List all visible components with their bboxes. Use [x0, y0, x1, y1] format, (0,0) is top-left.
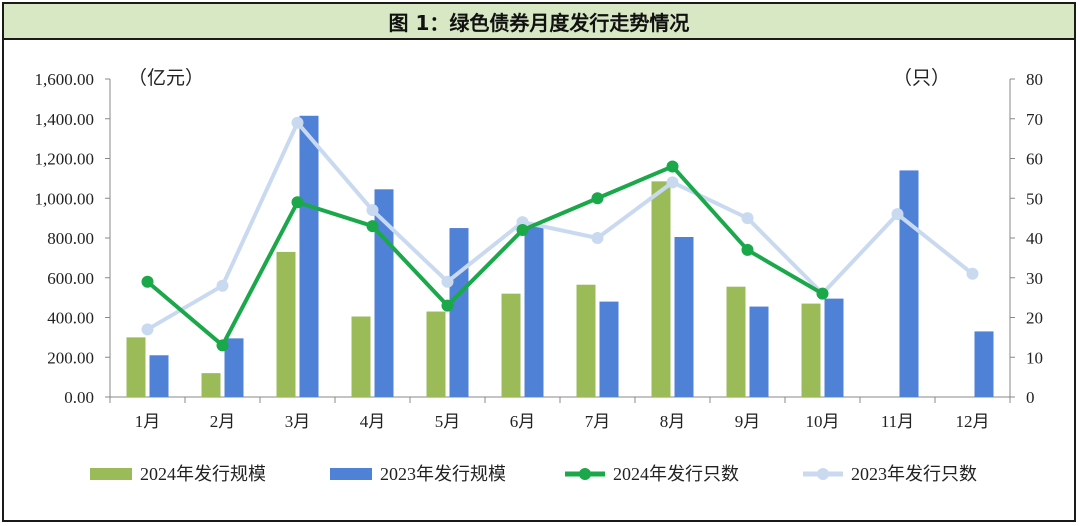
point-2024 — [816, 287, 829, 300]
bar-2024 — [201, 373, 221, 397]
bar-2024 — [351, 316, 371, 397]
point-2024 — [141, 275, 154, 288]
y-right-tick-label: 30 — [1026, 269, 1043, 288]
point-2024 — [441, 299, 454, 312]
point-2023 — [741, 212, 754, 225]
legend-label: 2024年发行规模 — [140, 464, 266, 484]
bar-2024 — [501, 293, 521, 397]
point-2024 — [366, 220, 379, 233]
point-2024 — [291, 196, 304, 209]
legend-swatch-bar — [90, 468, 132, 480]
y-left-tick-label: 200.00 — [47, 348, 94, 367]
x-tick-label: 9月 — [735, 412, 761, 431]
legend-swatch-bar — [330, 468, 372, 480]
bar-2023 — [299, 115, 319, 398]
point-2023 — [591, 232, 604, 244]
point-2024 — [591, 192, 604, 205]
legend-label: 2024年发行只数 — [613, 464, 739, 484]
bar-2023 — [749, 306, 769, 397]
bar-2023 — [599, 301, 619, 397]
bar-2024 — [801, 303, 821, 397]
y-right-tick-label: 50 — [1026, 189, 1043, 208]
point-2023 — [141, 323, 154, 336]
point-2024 — [516, 224, 529, 237]
x-tick-label: 4月 — [360, 412, 386, 431]
point-2023 — [366, 204, 379, 217]
y-right-tick-label: 10 — [1026, 348, 1043, 367]
bar-2024 — [576, 284, 596, 397]
point-2023 — [441, 275, 454, 288]
bar-2024 — [126, 337, 146, 397]
y-left-tick-label: 800.00 — [47, 229, 94, 248]
x-tick-label: 7月 — [585, 412, 611, 431]
y-right-tick-label: 70 — [1026, 110, 1043, 129]
title-bar: 图 1：绿色债券月度发行走势情况 — [4, 4, 1074, 40]
x-tick-label: 2月 — [210, 412, 236, 431]
y-left-tick-label: 600.00 — [47, 269, 94, 288]
y-left-unit: （亿元） — [128, 67, 204, 89]
line-2023 — [146, 120, 974, 332]
bar-2023 — [674, 237, 694, 397]
y-right-tick-label: 80 — [1026, 70, 1043, 89]
chart-title: 图 1：绿色债券月度发行走势情况 — [388, 10, 690, 35]
x-tick-label: 11月 — [881, 412, 914, 431]
point-2023 — [216, 279, 229, 292]
point-2024 — [741, 243, 754, 256]
legend-label: 2023年发行只数 — [851, 464, 977, 484]
bar-2023 — [974, 331, 994, 397]
bar-2024 — [276, 251, 296, 397]
y-left-tick-label: 1,600.00 — [35, 70, 95, 89]
bar-2023 — [449, 228, 469, 397]
x-tick-label: 1月 — [135, 412, 161, 431]
x-tick-label: 6月 — [510, 412, 536, 431]
y-right-tick-label: 20 — [1026, 309, 1043, 328]
y-left-tick-label: 0.00 — [64, 388, 94, 407]
x-tick-label: 5月 — [435, 412, 461, 431]
legend-swatch-marker — [817, 468, 829, 480]
bar-2023 — [899, 170, 919, 397]
x-tick-label: 8月 — [660, 412, 686, 431]
y-left-tick-label: 1,400.00 — [35, 110, 95, 129]
y-left-tick-label: 400.00 — [47, 309, 94, 328]
bar-2023 — [824, 298, 844, 397]
point-2024 — [216, 339, 229, 352]
y-left-tick-label: 1,000.00 — [35, 189, 95, 208]
y-right-tick-label: 0 — [1026, 388, 1035, 407]
y-left-tick-label: 1,200.00 — [35, 150, 95, 169]
bar-2024 — [651, 181, 671, 397]
point-2023 — [966, 267, 979, 280]
legend-label: 2023年发行规模 — [380, 464, 506, 484]
x-tick-label: 12月 — [956, 412, 990, 431]
point-2023 — [291, 116, 304, 129]
legend-swatch-marker — [579, 468, 591, 480]
x-tick-label: 10月 — [806, 412, 840, 431]
bar-2024 — [726, 286, 746, 397]
point-2023 — [891, 208, 904, 221]
point-2023 — [666, 176, 679, 189]
bar-2023 — [224, 338, 244, 397]
bar-2024 — [426, 311, 446, 397]
point-2024 — [666, 160, 679, 173]
bar-2023 — [524, 227, 544, 397]
y-right-unit: （只） — [893, 67, 950, 89]
y-right-tick-label: 40 — [1026, 229, 1043, 248]
y-right-tick-label: 60 — [1026, 150, 1043, 169]
x-tick-label: 3月 — [285, 412, 311, 431]
bar-2023 — [149, 355, 169, 397]
line-2024 — [146, 164, 824, 348]
